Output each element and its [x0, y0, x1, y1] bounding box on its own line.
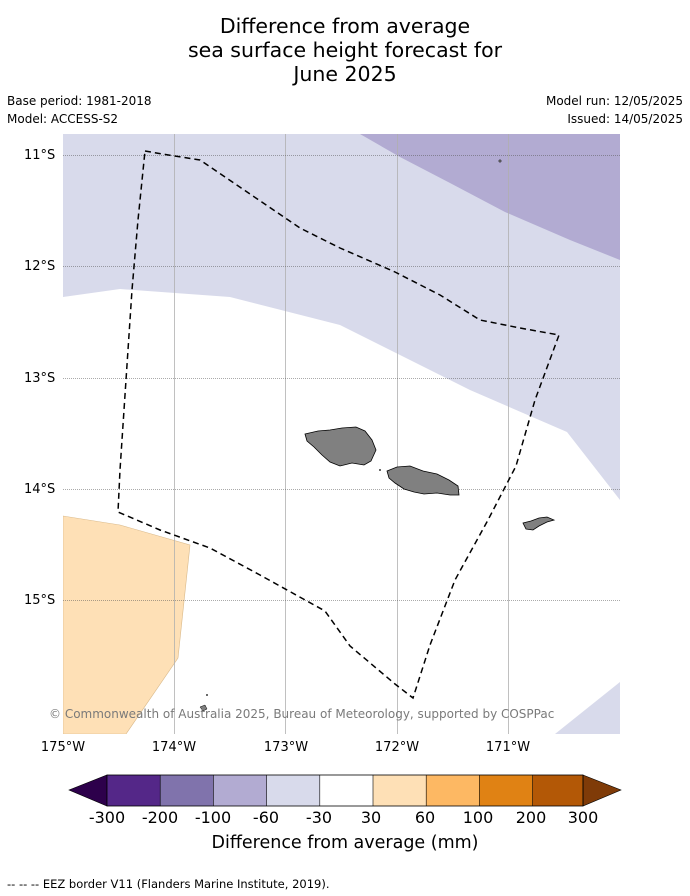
savaii-island	[304, 426, 377, 467]
colorbar-tick: 200	[515, 808, 547, 827]
colorbar-tick: -30	[305, 808, 333, 827]
lon-label-173w: 173°W	[263, 740, 309, 755]
colorbar-label: Difference from average (mm)	[211, 833, 479, 853]
anomaly-region-minus60	[360, 134, 620, 260]
colorbar-under-arrow	[68, 774, 108, 807]
colorbar-tick: -200	[141, 808, 179, 827]
lat-label-15s: 15°S	[24, 593, 56, 608]
model-name: Model: ACCESS-S2	[7, 112, 119, 126]
chart-title: Difference from average sea surface heig…	[0, 14, 690, 86]
colorbar-bin-3	[213, 775, 267, 806]
lat-label-11s: 11°S	[24, 148, 56, 163]
map-area	[63, 134, 620, 734]
lon-label-171w: 171°W	[485, 740, 531, 755]
model-run: Model run: 12/05/2025	[545, 94, 683, 108]
small-island-north	[498, 159, 502, 163]
colorbar-tick: -300	[88, 808, 126, 827]
eez-legend-note: -- -- -- EEZ border V11 (Flanders Marine…	[7, 877, 330, 891]
colorbar-bin-5	[319, 775, 373, 806]
latitude-lines	[63, 155, 620, 601]
colorbar-tick: -60	[252, 808, 280, 827]
colorbar	[68, 774, 622, 807]
colorbar-bin-7	[426, 775, 480, 806]
copyright-notice: © Commonwealth of Australia 2025, Bureau…	[49, 707, 555, 721]
lat-label-14s: 14°S	[24, 482, 56, 497]
base-period: Base period: 1981-2018	[7, 94, 152, 108]
colorbar-bin-6	[373, 775, 427, 806]
colorbar-over-arrow	[582, 774, 622, 807]
lon-label-174w: 174°W	[151, 740, 197, 755]
lat-label-12s: 12°S	[24, 259, 56, 274]
lon-label-172w: 172°W	[374, 740, 420, 755]
colorbar-tick: 30	[360, 808, 382, 827]
small-islet-southwest	[206, 694, 208, 696]
colorbar-bin-2	[160, 775, 214, 806]
colorbar-bin-8	[479, 775, 533, 806]
small-island-apolima	[379, 469, 381, 471]
title-line-3: June 2025	[293, 62, 397, 86]
anomaly-region-southeast	[555, 682, 620, 734]
colorbar-tick: 100	[462, 808, 494, 827]
title-line-1: Difference from average	[219, 14, 471, 38]
upolu-island	[386, 465, 460, 496]
small-island-southwest	[199, 704, 208, 712]
colorbar-bin-1	[107, 775, 161, 806]
colorbar-tick: 60	[414, 808, 436, 827]
colorbar-tick: 300	[567, 808, 599, 827]
title-line-2: sea surface height forecast for	[187, 38, 503, 62]
anomaly-region-plus30	[63, 515, 191, 734]
lon-label-175w: 175°W	[40, 740, 86, 755]
gridlines	[174, 134, 509, 734]
colorbar-frame	[106, 774, 584, 807]
colorbar-tick: -100	[194, 808, 232, 827]
colorbar-bin-9	[532, 775, 583, 806]
lat-label-13s: 13°S	[24, 371, 56, 386]
eez-border	[117, 150, 561, 700]
colorbar-bin-4	[266, 775, 320, 806]
tutuila-island	[522, 516, 556, 531]
issued-date: Issued: 14/05/2025	[567, 112, 683, 126]
anomaly-region-minus30	[63, 134, 620, 500]
